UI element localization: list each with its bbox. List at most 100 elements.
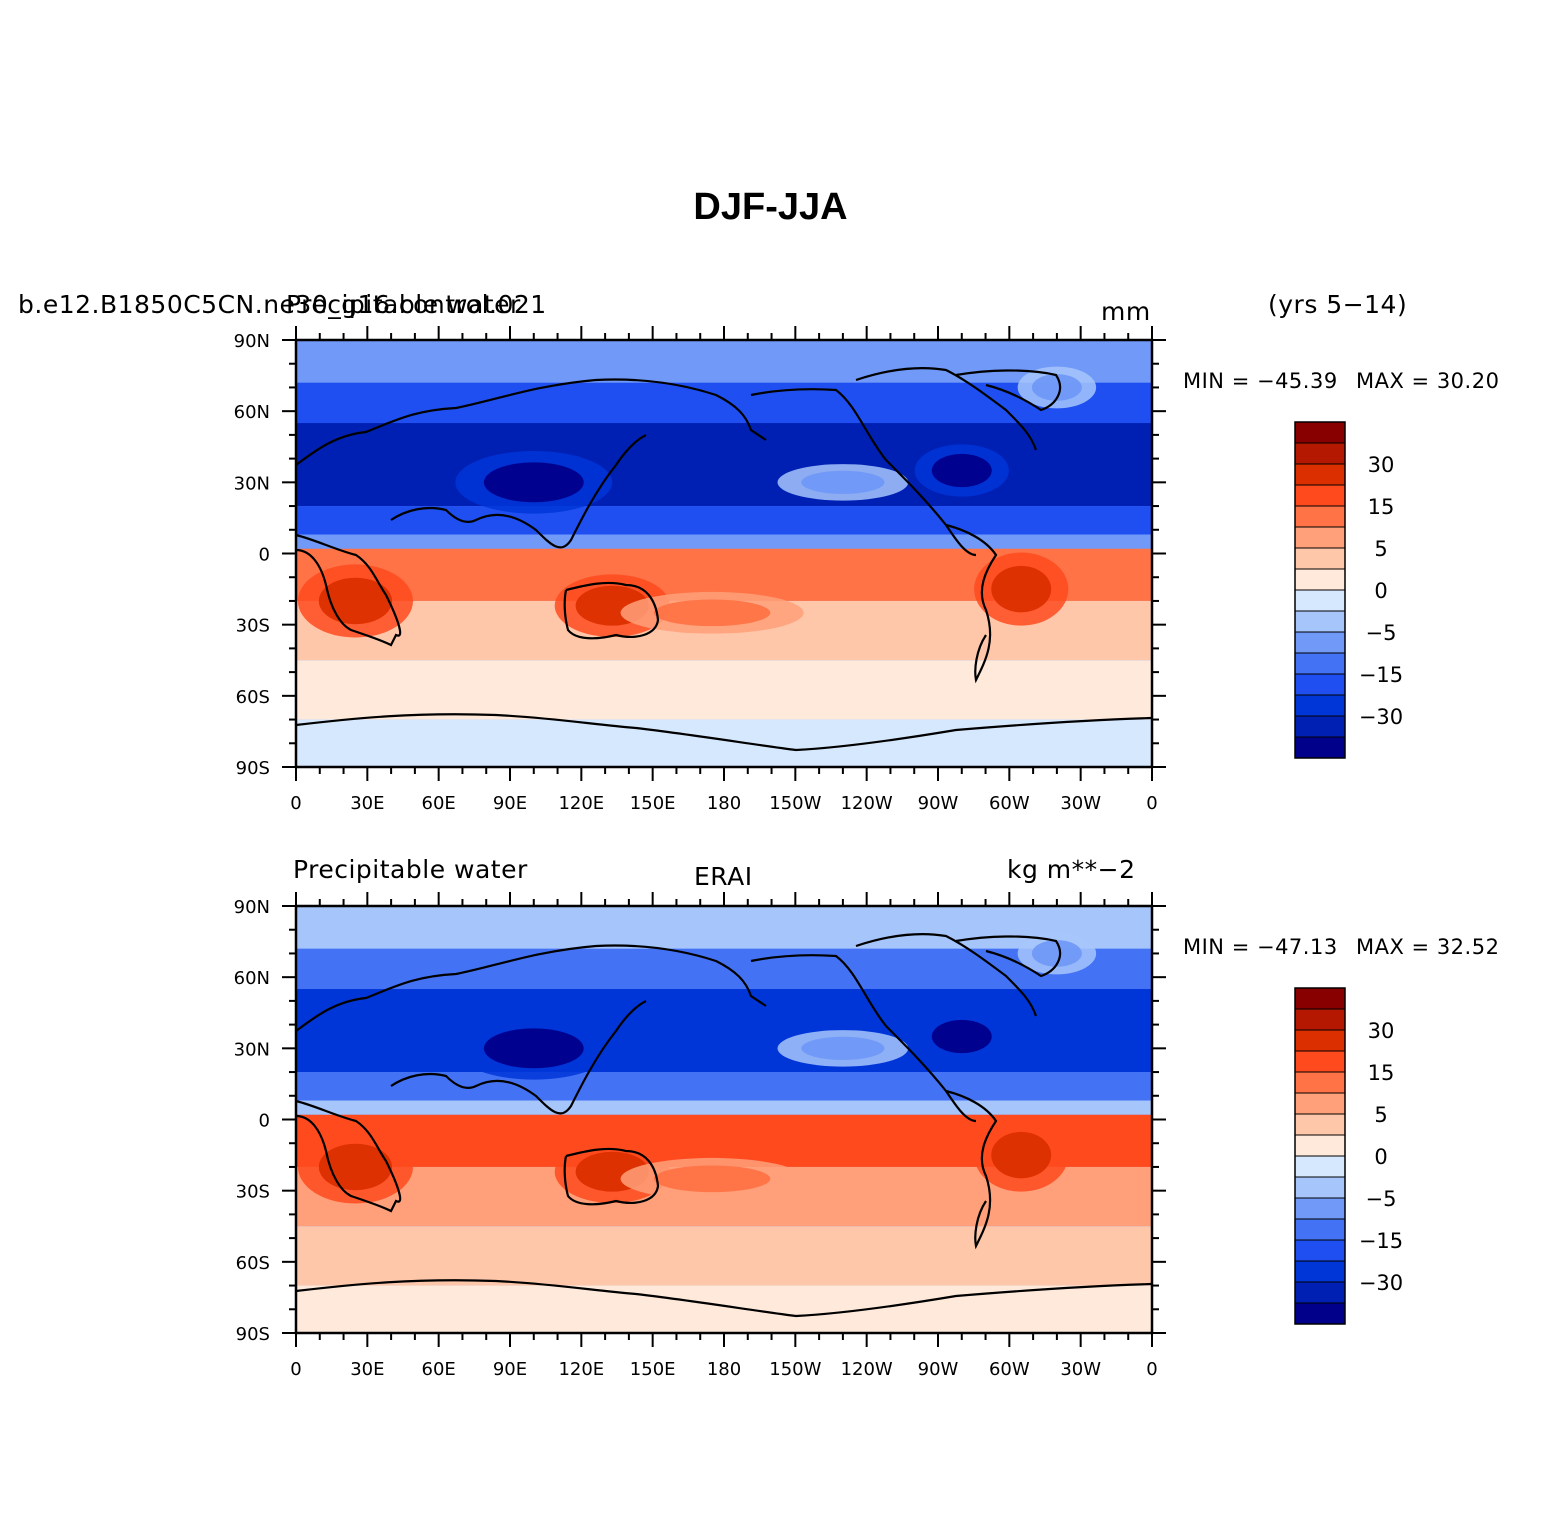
panel2-map-band-8 — [296, 1285, 1152, 1333]
panel2-units-label: kg m**−2 — [1007, 855, 1136, 884]
panel2-map-coastline-1 — [295, 1099, 402, 1213]
panel1-map-xtick-label: 90E — [493, 793, 527, 814]
panel1-map-xtick-label: 150W — [769, 793, 821, 814]
panel2-map-xtick-label: 30W — [1060, 1359, 1101, 1380]
panel2-map-xtick-label: 120W — [841, 1359, 893, 1380]
panel1-map-blob-6 — [1031, 374, 1082, 401]
panel1-colorbar-swatch — [1294, 652, 1346, 675]
panel2-map-coastline-8 — [295, 1279, 1153, 1318]
panel1-map-band-4 — [296, 534, 1152, 549]
panel1-map-coastline-4 — [750, 388, 977, 557]
panel2-map-blob-0 — [318, 1143, 393, 1191]
panel2-map-xtick-label: 60E — [422, 1359, 456, 1380]
panel1-colorbar-label: 30 — [1368, 453, 1395, 477]
panel2-map-coastline-4 — [750, 954, 977, 1123]
panel2-map-blob-6 — [1031, 940, 1082, 967]
panel2-colorbar-swatch — [1294, 1134, 1346, 1157]
panel2-colorbar-swatch — [1294, 1155, 1346, 1178]
panel2-colorbar-swatch — [1294, 1281, 1346, 1304]
panel1-map-blob-2 — [991, 565, 1052, 613]
panel2-colorbar-swatch — [1294, 1113, 1346, 1136]
panel2-colorbar-swatch — [1294, 1176, 1346, 1199]
panel1-map-ytick-label: 90N — [234, 331, 270, 352]
panel1-map-ytick-label: 30N — [234, 473, 270, 494]
panel2-colorbar-swatch — [1294, 1197, 1346, 1220]
panel1-colorbar-label: −30 — [1359, 705, 1403, 729]
panel1-colorbar: 30 15 5 0 −5 −15 −30 — [1294, 421, 1403, 759]
panel1-colorbar-frame — [1294, 421, 1346, 759]
panel2-map-band-3 — [296, 1072, 1152, 1101]
panel1-colorbar-swatch — [1294, 526, 1346, 549]
panel1-colorbar-label: −15 — [1359, 663, 1403, 687]
panel2-colorbar-label: 15 — [1368, 1061, 1395, 1085]
panel1-map-blob-4 — [483, 462, 584, 503]
panel1-case-label: b.e12.B1850C5CN.ne30_g16.control.021 — [18, 290, 547, 319]
panel2-map-xtick-label: 0 — [1146, 1359, 1157, 1380]
panel1-colorbar-swatch — [1294, 547, 1346, 570]
panel2-colorbar-swatch — [1294, 1071, 1346, 1094]
panel1-map-blob-7 — [801, 470, 885, 494]
panel2-map-blob-7 — [801, 1036, 885, 1060]
panel2-dataset-label: ERAI — [694, 862, 753, 891]
panel1-colorbar-swatch — [1294, 631, 1346, 654]
panel1-map-coastline-8 — [295, 713, 1153, 752]
panel2-colorbar-swatch — [1294, 1008, 1346, 1031]
main-title: DJF-JJA — [693, 186, 848, 228]
panel1-map-coastline-2 — [390, 434, 647, 549]
panel1-map-band-0 — [296, 340, 1152, 383]
panel1-map-xtick-label: 60W — [989, 793, 1030, 814]
panel1-map-blob-5 — [931, 453, 992, 488]
panel2-map-coastline-3 — [563, 1147, 660, 1206]
panel1-colorbar-swatch — [1294, 610, 1346, 633]
panel1-colorbar-swatch — [1294, 463, 1346, 486]
panel1-map-band-3 — [296, 506, 1152, 535]
panel2-map-coastline-0 — [295, 944, 767, 1032]
panel1-map-coastline-1 — [295, 533, 402, 647]
panel2-colorbar-swatch — [1294, 987, 1346, 1010]
panel1-colorbar-swatch — [1294, 715, 1346, 738]
panel2-colorbar-swatch — [1294, 1218, 1346, 1241]
panel2-map-ytick-label: 30N — [234, 1039, 270, 1060]
panel2-colorbar-label: 30 — [1368, 1019, 1395, 1043]
panel2-map-coastline-6 — [855, 932, 1038, 1017]
panel2-map-ytick-label: 60S — [236, 1253, 270, 1274]
panel1-map-xtick-label: 150E — [630, 793, 676, 814]
panel2-map-blob-2 — [991, 1131, 1052, 1179]
panel2-colorbar-label: −15 — [1359, 1229, 1403, 1253]
panel1-colorbar-swatch — [1294, 484, 1346, 507]
panel2-map-band-1 — [296, 948, 1152, 990]
panel1-map-xtick-label: 60E — [422, 793, 456, 814]
panel1-units-label: mm — [1101, 297, 1151, 326]
panel1-map-coastline-7 — [955, 369, 1062, 412]
panel1-map-xtick-label: 120E — [558, 793, 604, 814]
panel2-map-ytick-label: 30S — [236, 1182, 270, 1203]
panel2-map-xtick-label: 180 — [707, 1359, 741, 1380]
panel2-colorbar-swatch — [1294, 1029, 1346, 1052]
panel2-colorbar-swatch — [1294, 1260, 1346, 1283]
panel2-map-band-4 — [296, 1100, 1152, 1115]
panel1-map-coastline-3 — [563, 581, 660, 640]
panel1-colorbar-swatch — [1294, 442, 1346, 465]
panel1-map-blob-3 — [653, 599, 771, 627]
panel1-map-band-1 — [296, 382, 1152, 424]
panel2-colorbar-swatch — [1294, 1092, 1346, 1115]
panel2-map-xtick-label: 150E — [630, 1359, 676, 1380]
panel2-map-xtick-label: 120E — [558, 1359, 604, 1380]
panel2-map-coastline-5 — [945, 1089, 998, 1250]
panel2-colorbar-swatch — [1294, 1239, 1346, 1262]
panel1-colorbar-swatch — [1294, 589, 1346, 612]
panel1-map-coastline-6 — [855, 366, 1038, 451]
panel1-max-label: MAX = 30.20 — [1356, 369, 1500, 393]
panel1-years-label: (yrs 5−14) — [1268, 290, 1408, 319]
panel1-colorbar-label: 5 — [1374, 537, 1387, 561]
panel1-map-blob-0 — [318, 577, 393, 625]
panel2-max-label: MAX = 32.52 — [1356, 935, 1500, 959]
panel2-colorbar-label: −30 — [1359, 1271, 1403, 1295]
panel1-map-ytick-label: 60N — [234, 402, 270, 423]
panel1-map-xtick-label: 30E — [350, 793, 384, 814]
panel2-colorbar-frame — [1294, 987, 1346, 1325]
panel1-min-label: MIN = −45.39 — [1183, 369, 1338, 393]
panel2-map-xtick-label: 30E — [350, 1359, 384, 1380]
panel2-map-coastline-7 — [955, 935, 1062, 978]
panel1-map-coastline-5 — [945, 523, 998, 684]
